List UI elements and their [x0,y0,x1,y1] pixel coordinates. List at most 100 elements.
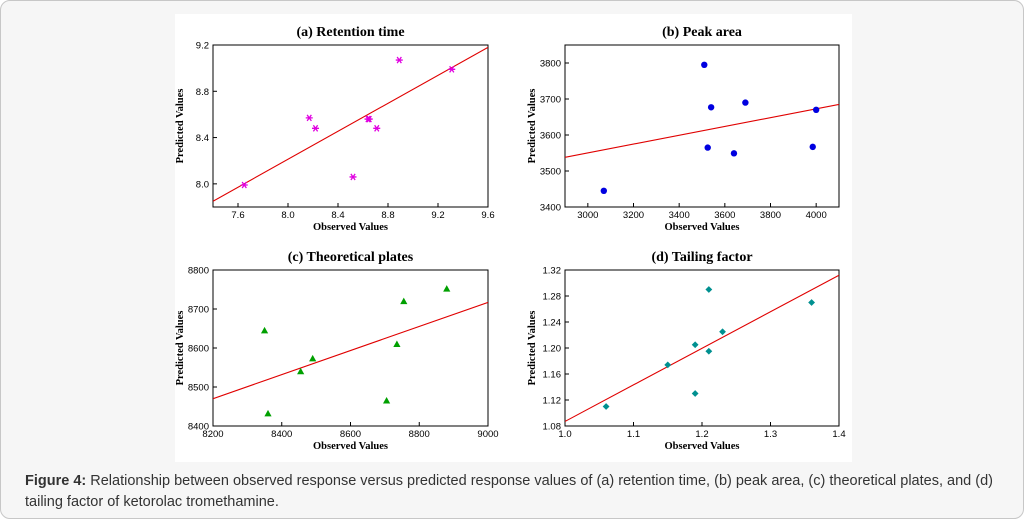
figure-svg: (a) Retention time 7.6 8.0 8.4 8.8 9.2 9.6 8.0 8… [175,25,846,452]
data-point [808,299,815,306]
x-tick-label: 9000 [477,429,498,440]
caption-text: Relationship between observed response v… [25,473,993,510]
data-point [742,99,749,106]
data-point [600,187,608,194]
data-point [260,326,269,334]
data-point [373,124,381,132]
plot-frame [564,44,840,208]
y-axis-label: Predicted Values [175,311,186,386]
data-point [297,367,305,375]
data-point [719,328,726,336]
chart-title: (c) Theoretical plates [288,250,414,265]
y-tick-label: 1.24 [543,318,562,329]
y-tick-label: 8.8 [196,87,209,98]
y-axis-label: Predicted Values [527,311,538,386]
data-point [809,143,816,151]
data-point [701,61,708,68]
data-point [691,390,699,397]
x-tick-label: 1.4 [832,429,845,440]
data-point [349,173,357,181]
data-point [707,104,715,111]
chart-panel-2: (b) Peak area 3000 3200 3400 3600 3800 4000 340… [527,25,840,233]
x-tick-label: 3200 [623,210,644,221]
y-tick-label: 8.4 [196,133,209,144]
y-tick-label: 8500 [188,383,209,394]
y-tick-label: 8600 [188,344,209,355]
data-point [448,65,456,73]
chart-title: (d) Tailing factor [651,250,752,265]
chart-panel-1: (a) Retention time 7.6 8.0 8.4 8.8 9.2 9.6 8.0 8… [175,25,495,233]
data-point [664,361,672,369]
x-tick-label: 8600 [340,429,361,440]
x-tick-label: 4000 [806,210,827,221]
y-tick-label: 1.12 [543,396,562,407]
x-tick-label: 8.0 [281,210,294,221]
chart-title: (b) Peak area [662,25,742,40]
y-tick-label: 3700 [540,95,561,106]
y-tick-label: 3600 [540,131,561,142]
y-tick-label: 3400 [540,203,561,214]
x-tick-label: 1.1 [627,429,640,440]
y-tick-label: 1.16 [543,370,562,381]
x-tick-label: 3600 [714,210,735,221]
x-tick-label: 8.4 [331,210,344,221]
data-point [365,115,373,123]
data-point [382,397,391,404]
data-point [691,341,699,349]
x-tick-label: 3800 [760,210,781,221]
x-tick-label: 7.6 [231,210,244,221]
figure-panel-area: (a) Retention time 7.6 8.0 8.4 8.8 9.2 9.6 8.0 8… [175,14,852,462]
y-tick-label: 1.20 [543,344,562,355]
x-tick-label: 1.0 [558,429,571,440]
fit-line [565,274,839,422]
x-tick-label: 8200 [202,429,223,440]
x-tick-label: 1.2 [695,429,708,440]
data-point [240,181,248,189]
y-tick-label: 8800 [188,266,209,277]
data-point [312,124,319,132]
x-axis-label: Observed Values [313,441,388,452]
x-tick-label: 1.3 [764,429,777,440]
data-point [395,56,403,64]
data-point [305,114,313,122]
x-tick-label: 9.2 [431,210,444,221]
caption-label: Figure 4: [25,473,87,489]
y-tick-label: 1.32 [543,266,562,277]
figure-caption: Figure 4: Relationship between observed … [25,471,1005,513]
data-point [602,403,610,410]
x-tick-label: 8400 [271,429,292,440]
data-point [730,150,738,157]
data-point [309,354,317,362]
y-axis-label: Predicted Values [175,89,186,164]
y-tick-label: 1.08 [543,422,562,433]
x-tick-label: 9.6 [481,210,494,221]
chart-panel-4: (d) Tailing factor 1.0 1.1 1.2 1.3 1.4 1.08 1.1… [527,250,846,452]
x-tick-label: 3400 [669,210,690,221]
plot-frame [212,44,489,208]
data-point [443,285,451,292]
x-axis-label: Observed Values [313,222,388,233]
y-axis-label: Predicted Values [527,89,538,164]
y-tick-label: 3500 [540,167,561,178]
y-tick-label: 1.28 [543,292,562,303]
y-tick-label: 8700 [188,305,209,316]
y-tick-label: 3800 [540,59,561,70]
y-tick-label: 8.0 [196,179,209,190]
data-point [705,286,713,293]
chart-title: (a) Retention time [296,25,404,40]
plot-frame [212,269,489,427]
data-point [704,144,711,151]
chart-panel-3: (c) Theoretical plates 8200 8400 8600 8800 90… [175,250,499,452]
data-point [393,340,401,347]
x-tick-label: 8800 [409,429,430,440]
fit-line [213,46,488,202]
data-point [705,347,713,355]
x-axis-label: Observed Values [665,222,740,233]
data-point [812,106,820,114]
x-tick-label: 3000 [577,210,598,221]
x-tick-label: 8.8 [381,210,394,221]
fit-line [213,301,488,400]
y-tick-label: 9.2 [196,41,209,52]
fit-line [565,103,839,158]
